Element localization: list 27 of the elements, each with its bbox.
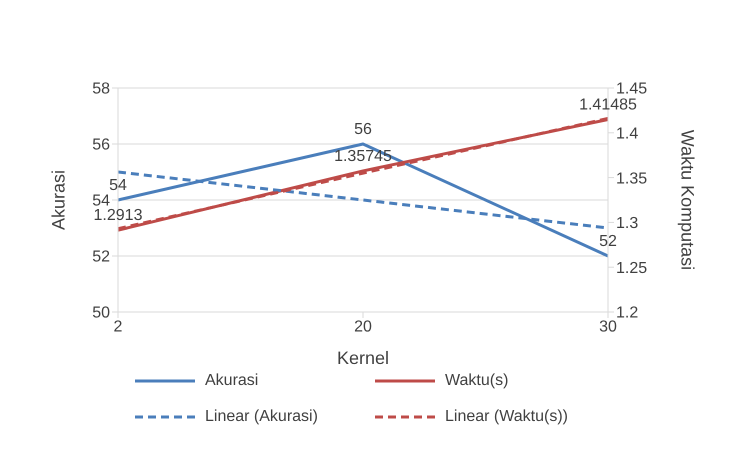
y-tick-label: 50	[92, 304, 110, 322]
y2-tick-label: 1.3	[616, 215, 638, 232]
y2-tick-label: 1.4	[616, 125, 638, 142]
x-axis-title: Kernel	[336, 348, 390, 368]
data-label: 1.41485	[579, 96, 638, 114]
y2-tick-label: 1.35	[616, 170, 648, 188]
y2-axis-title: Waktu Komputasi	[678, 130, 698, 270]
data-label: 1.2913	[94, 207, 143, 224]
x-tick-label: 2	[114, 318, 123, 336]
y-tick-label: 58	[92, 80, 110, 98]
legend-label: Linear (Akurasi)	[205, 408, 318, 426]
y2-tick-label: 1.2	[616, 304, 638, 322]
y-tick-label: 54	[92, 192, 110, 210]
x-tick-label: 30	[599, 318, 617, 336]
y-axis-title: Akurasi	[48, 170, 68, 230]
data-label: 52	[599, 233, 617, 250]
legend-label: Linear (Waktu(s))	[445, 408, 568, 426]
data-label: 1.35745	[334, 148, 392, 165]
legend-label: Akurasi	[205, 372, 258, 390]
x-tick-label: 20	[354, 318, 372, 336]
legend-label: Waktu(s)	[445, 372, 508, 390]
y2-tick-label: 1.45	[616, 80, 648, 98]
data-label: 54	[109, 177, 127, 194]
y-tick-label: 52	[92, 248, 110, 266]
y-tick-label: 56	[92, 136, 110, 154]
data-label: 56	[354, 121, 372, 138]
y2-tick-label: 1.25	[616, 260, 648, 277]
